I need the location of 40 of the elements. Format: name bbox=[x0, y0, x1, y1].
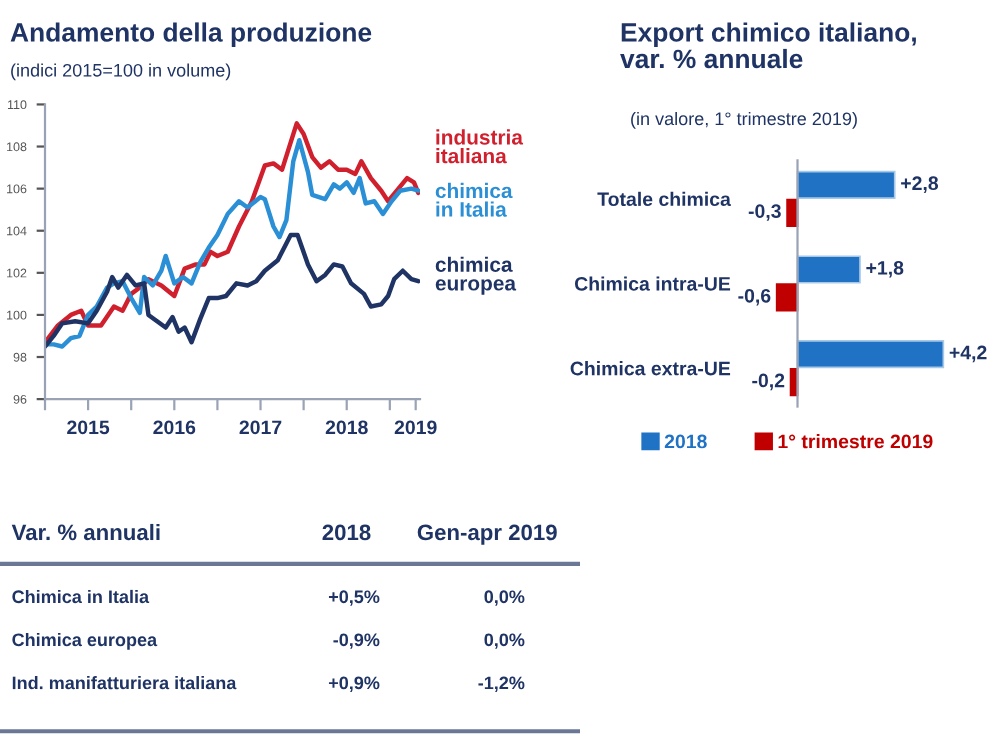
y-tick-label: Chimica intra-UE bbox=[574, 276, 731, 291]
legend-label: 1° trimestre 2019 bbox=[778, 434, 933, 449]
category-label: 2018 bbox=[322, 524, 371, 541]
y-tick-label: Totale chimica bbox=[597, 191, 731, 207]
x-tick-label: 2017 bbox=[239, 420, 282, 435]
category-label: Chimica in Italia bbox=[12, 589, 150, 604]
data-label: +4,2 bbox=[949, 345, 987, 363]
x-tick-label: 2018 bbox=[325, 420, 368, 435]
category-label: Ind. manifatturiera italiana bbox=[12, 676, 237, 690]
data-label: -0,6 bbox=[738, 288, 771, 306]
bar bbox=[775, 283, 799, 312]
text: -0,9% bbox=[333, 633, 380, 649]
chart-subtitle: (in valore, 1° trimestre 2019) bbox=[631, 111, 857, 129]
data-label: +1,8 bbox=[866, 260, 904, 278]
bar bbox=[796, 170, 896, 199]
y-tick-label: Chimica extra-UE bbox=[570, 361, 731, 376]
bar bbox=[796, 340, 945, 369]
text: Var. % annuali bbox=[11, 523, 160, 541]
series-label: chimica in Italia bbox=[435, 182, 513, 217]
data-label: -0,2 bbox=[752, 373, 785, 391]
series-label: industria italiana bbox=[436, 129, 524, 164]
text: +0,9% bbox=[328, 676, 380, 692]
category-label: Gen-apr 2019 bbox=[417, 524, 557, 545]
line-series bbox=[45, 232, 420, 349]
x-tick-label: 2015 bbox=[67, 420, 110, 435]
x-tick-label: 2016 bbox=[153, 420, 196, 435]
text: +0,5% bbox=[328, 590, 380, 606]
chart-subtitle: (indici 2015=100 in volume) bbox=[11, 63, 231, 81]
chart-title: Andamento della produzione bbox=[10, 22, 372, 47]
text: 0,0% bbox=[484, 633, 525, 649]
chart-title: Export chimico italiano, var. % annuale bbox=[620, 22, 916, 69]
text: 0,0% bbox=[484, 590, 525, 606]
series-label: chimica europea bbox=[435, 256, 517, 295]
text: -1,2% bbox=[478, 676, 525, 692]
category-label: Chimica europea bbox=[12, 632, 158, 650]
bar bbox=[796, 255, 861, 284]
data-label: +2,8 bbox=[901, 176, 939, 193]
data-label: -0,3 bbox=[748, 204, 781, 221]
x-tick-label: 2019 bbox=[394, 420, 437, 435]
legend-label: 2018 bbox=[664, 434, 707, 449]
